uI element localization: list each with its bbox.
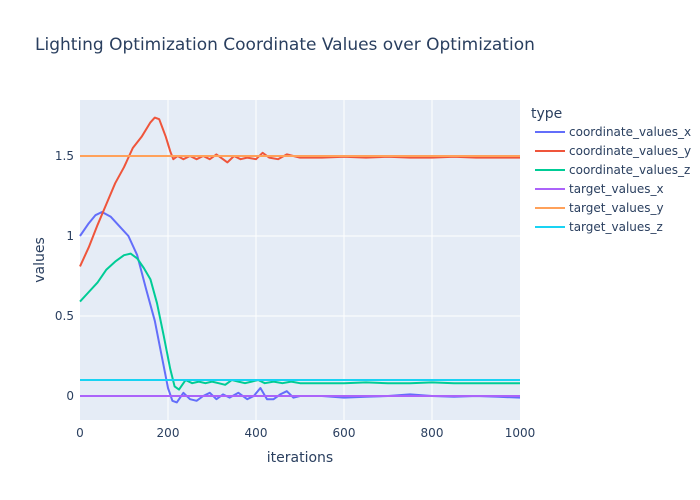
series-line-coordinate-values-y [79, 116, 520, 267]
x-tick-label: 1000 [505, 426, 536, 440]
legend-item-label: coordinate_values_z [569, 163, 690, 177]
y-axis-title: values [32, 237, 48, 283]
tick-labels: 0 200 400 600 800 1000 0 0.5 1 1.5 [55, 149, 535, 440]
series-lines [79, 116, 521, 404]
legend-item-label: target_values_y [569, 201, 664, 215]
y-tick-label: 1.5 [55, 149, 74, 163]
y-tick-label: 1 [66, 229, 74, 243]
x-tick-label: 0 [76, 426, 84, 440]
legend-title: type [531, 106, 562, 122]
y-tick-label: 0 [66, 389, 74, 403]
plot-background [80, 100, 520, 420]
legend-item-label: coordinate_values_x [569, 125, 691, 139]
x-tick-label: 400 [245, 426, 268, 440]
legend: coordinate_values_x coordinate_values_yco… [535, 125, 691, 234]
y-tick-label: 0.5 [55, 309, 74, 323]
legend-item-label: coordinate_values_y [569, 144, 691, 158]
x-tick-label: 800 [421, 426, 444, 440]
x-tick-label: 200 [157, 426, 180, 440]
x-axis-title: iterations [267, 450, 333, 466]
series-line-coordinate-values-z [79, 252, 520, 391]
legend-item-label: target_values_x [569, 182, 664, 196]
legend-item-label: target_values_z [569, 220, 663, 234]
x-tick-label: 600 [333, 426, 356, 440]
chart-title: Lighting Optimization Coordinate Values … [35, 35, 535, 55]
